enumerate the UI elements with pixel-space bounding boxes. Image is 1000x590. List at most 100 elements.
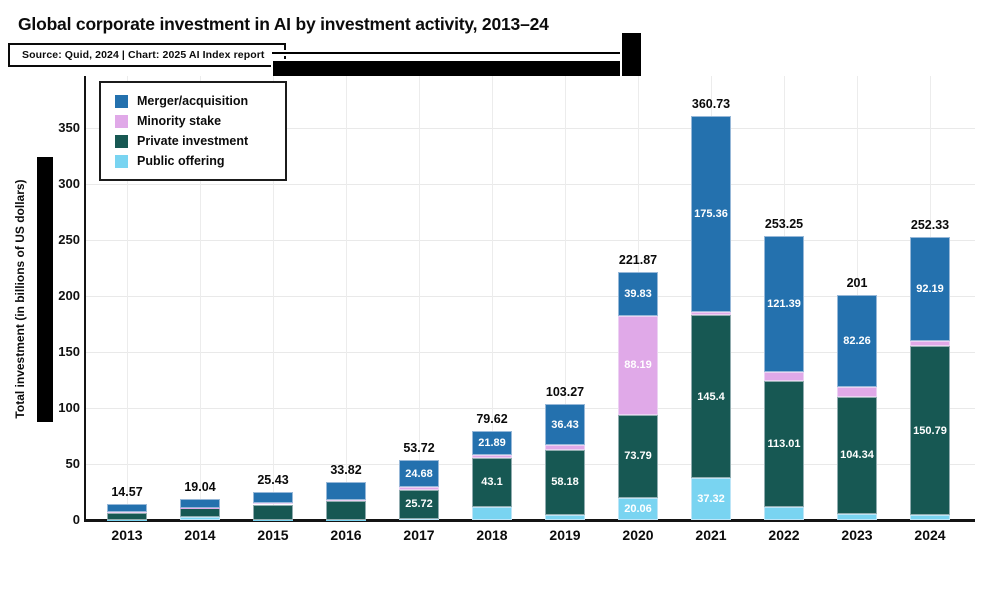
x-tick-label: 2018 xyxy=(476,527,508,543)
x-tick-label: 2024 xyxy=(914,527,946,543)
bar-segment-private-investment xyxy=(180,508,220,518)
h-gridline xyxy=(86,352,975,353)
h-gridline xyxy=(86,240,975,241)
segment-label: 36.43 xyxy=(551,418,579,431)
x-tick-label: 2019 xyxy=(549,527,581,543)
legend-swatch xyxy=(115,154,128,168)
bar-segment-merger-acquisition xyxy=(326,482,366,500)
bar-segment-private-investment xyxy=(107,513,147,520)
segment-label: 113.01 xyxy=(767,437,801,450)
bar-total-label: 79.62 xyxy=(476,411,508,426)
bar-total-label: 33.82 xyxy=(330,463,362,478)
legend-item: Public offering xyxy=(115,151,275,171)
bar-total-label: 221.87 xyxy=(618,252,658,267)
v-gridline xyxy=(419,76,420,520)
bar-total-label: 14.57 xyxy=(111,484,143,499)
bar-segment-merger-acquisition: 36.43 xyxy=(545,404,585,446)
bar-segment-minority-stake xyxy=(180,507,220,509)
x-tick-label: 2021 xyxy=(695,527,727,543)
bar-segment-minority-stake xyxy=(253,503,293,505)
bar-segment-public-offering xyxy=(472,506,512,520)
bar-segment-minority-stake xyxy=(399,487,439,490)
bar-segment-merger-acquisition: 24.68 xyxy=(399,459,439,488)
bar-segment-public-offering xyxy=(764,507,804,520)
bar-segment-private-investment: 43.1 xyxy=(472,458,512,507)
bar-total-label: 252.33 xyxy=(910,218,950,233)
h-gridline xyxy=(86,296,975,297)
legend-box: Merger/acquisition Minority stake Private … xyxy=(99,81,287,181)
bar-segment-private-investment: 25.72 xyxy=(399,489,439,519)
h-gridline xyxy=(86,408,975,409)
bar-total-label: 103.27 xyxy=(545,385,585,400)
redaction-band-horizontal xyxy=(271,59,642,78)
bar-segment-minority-stake xyxy=(910,340,950,347)
y-tick-label: 50 xyxy=(65,456,80,471)
source-text: Source: Quid, 2024 | Chart: 2025 AI Inde… xyxy=(22,49,265,61)
x-tick-label: 2020 xyxy=(622,527,654,543)
bar-segment-minority-stake xyxy=(545,445,585,450)
bar-segment-public-offering xyxy=(545,514,585,520)
bar-segment-public-offering xyxy=(837,513,877,520)
x-tick-label: 2014 xyxy=(184,527,216,543)
x-tick-label: 2023 xyxy=(841,527,873,543)
bar-segment-minority-stake xyxy=(764,372,804,381)
segment-label: 92.19 xyxy=(916,283,944,295)
bar-segment-merger-acquisition xyxy=(107,503,147,513)
bar-segment-merger-acquisition: 21.89 xyxy=(472,430,512,456)
segment-label: 150.79 xyxy=(913,424,947,437)
bar-segment-private-investment xyxy=(253,504,293,520)
legend-label: Private investment xyxy=(137,134,249,148)
bar-total-label: 25.43 xyxy=(257,472,289,487)
bar-segment-merger-acquisition xyxy=(253,491,293,504)
bar-segment-public-offering xyxy=(399,518,439,520)
bar-total-label: 53.72 xyxy=(403,440,435,455)
bar-segment-private-investment: 104.34 xyxy=(837,396,877,514)
legend-label: Public offering xyxy=(137,154,225,168)
bar-segment-public-offering xyxy=(180,517,220,520)
x-axis-line xyxy=(85,519,975,522)
segment-label: 37.32 xyxy=(697,493,725,506)
bar-segment-minority-stake xyxy=(691,312,731,316)
legend-swatch xyxy=(115,134,128,148)
segment-label: 20.06 xyxy=(624,502,652,515)
legend-label: Minority stake xyxy=(137,114,222,128)
bar-segment-private-investment: 73.79 xyxy=(618,414,658,498)
legend-swatch xyxy=(115,114,128,128)
segment-label: 121.39 xyxy=(767,298,801,311)
bar-segment-merger-acquisition: 92.19 xyxy=(910,237,950,341)
segment-label: 175.36 xyxy=(694,208,728,221)
segment-label: 104.34 xyxy=(840,449,874,462)
y-tick-label: 250 xyxy=(58,232,80,247)
v-gridline xyxy=(492,76,493,520)
v-gridline xyxy=(127,76,128,520)
legend-swatch xyxy=(115,94,128,108)
v-gridline xyxy=(565,76,566,520)
bar-segment-private-investment: 58.18 xyxy=(545,449,585,515)
bar-segment-public-offering xyxy=(910,515,950,520)
segment-label: 21.89 xyxy=(478,437,506,450)
segment-label: 145.4 xyxy=(697,390,725,403)
h-gridline xyxy=(86,464,975,465)
segment-label: 25.72 xyxy=(405,498,433,511)
segment-label: 39.83 xyxy=(624,287,652,300)
redaction-line-top xyxy=(270,50,624,56)
y-tick-label: 100 xyxy=(58,400,80,415)
legend-label: Merger/acquisition xyxy=(137,94,249,108)
bar-segment-public-offering: 20.06 xyxy=(618,497,658,520)
segment-label: 73.79 xyxy=(624,450,652,463)
legend-item: Minority stake xyxy=(115,111,275,131)
bar-segment-private-investment xyxy=(326,501,366,520)
bar-segment-merger-acquisition: 39.83 xyxy=(618,271,658,317)
bar-total-label: 253.25 xyxy=(764,217,804,232)
v-gridline xyxy=(273,76,274,520)
h-gridline xyxy=(86,128,975,129)
segment-label: 82.26 xyxy=(843,334,871,347)
x-tick-label: 2022 xyxy=(768,527,800,543)
x-tick-label: 2015 xyxy=(257,527,289,543)
x-tick-label: 2013 xyxy=(111,527,143,543)
bar-segment-public-offering: 37.32 xyxy=(691,478,731,520)
segment-label: 88.19 xyxy=(624,359,652,372)
redaction-tab-right xyxy=(620,31,643,78)
